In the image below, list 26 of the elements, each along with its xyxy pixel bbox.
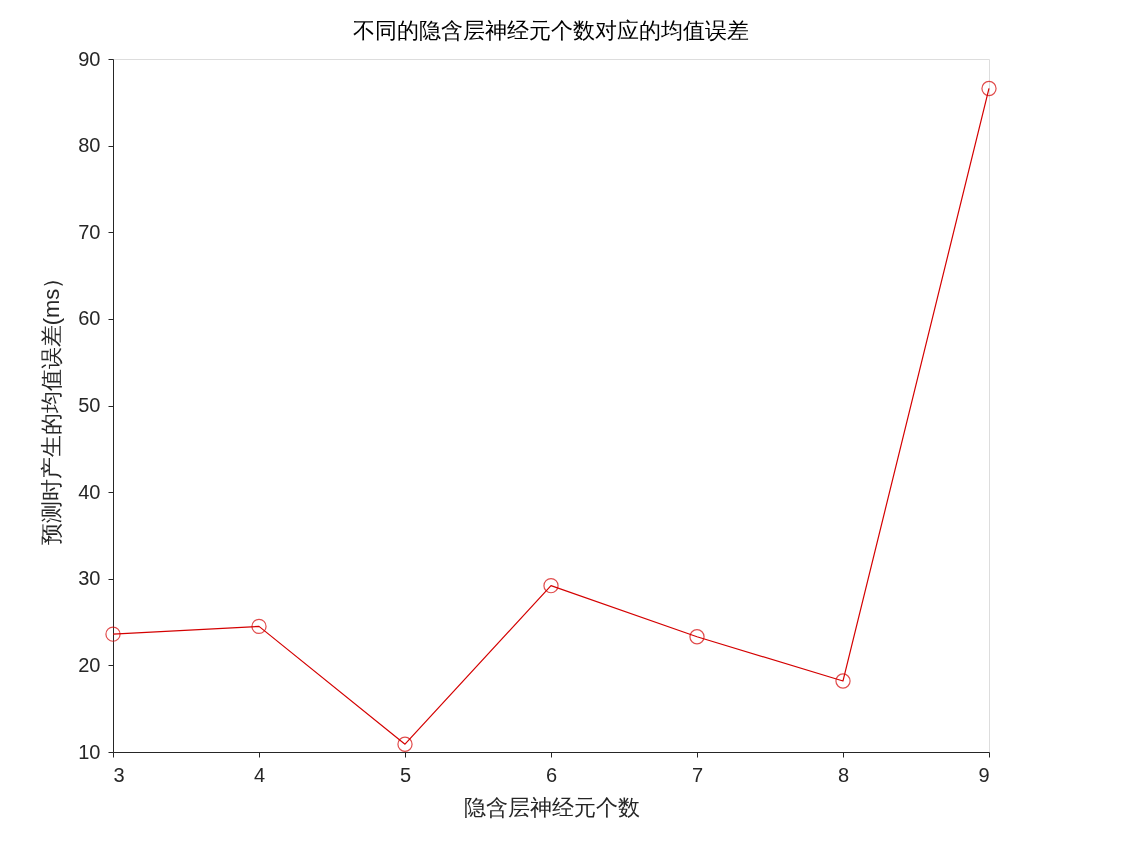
y-tick-label: 10 <box>78 740 101 763</box>
point <box>689 629 705 645</box>
point <box>835 673 851 689</box>
y-tick-label: 60 <box>78 307 101 330</box>
x-axis-title: 隐含层神经元个数 <box>463 794 640 820</box>
y-tick-label: 40 <box>78 480 101 503</box>
y-tick-label: 70 <box>78 220 101 243</box>
y-tick-label: 20 <box>78 653 101 676</box>
point <box>397 736 413 752</box>
point <box>251 618 267 635</box>
x-tick-label: 9 <box>978 763 990 786</box>
x-tick-label: 8 <box>837 763 850 786</box>
x-tick-label: 4 <box>253 763 266 786</box>
point <box>543 578 559 594</box>
y-tick-label: 50 <box>78 394 101 416</box>
point <box>981 80 997 97</box>
x-tick-label: 7 <box>691 763 704 786</box>
x-tick-label: 6 <box>545 763 558 786</box>
y-tick-label: 80 <box>78 134 101 157</box>
point <box>105 626 121 642</box>
y-tick-label: 30 <box>78 567 101 590</box>
x-tick-label: 3 <box>113 763 125 786</box>
y-axis-title: 预测时产生的均值误差(ms） <box>39 266 65 546</box>
y-tick-label: 90 <box>78 47 101 70</box>
chart-title: 不同的隐含层神经元个数对应的均值误差 <box>353 18 749 43</box>
x-tick-label: 5 <box>399 763 412 786</box>
